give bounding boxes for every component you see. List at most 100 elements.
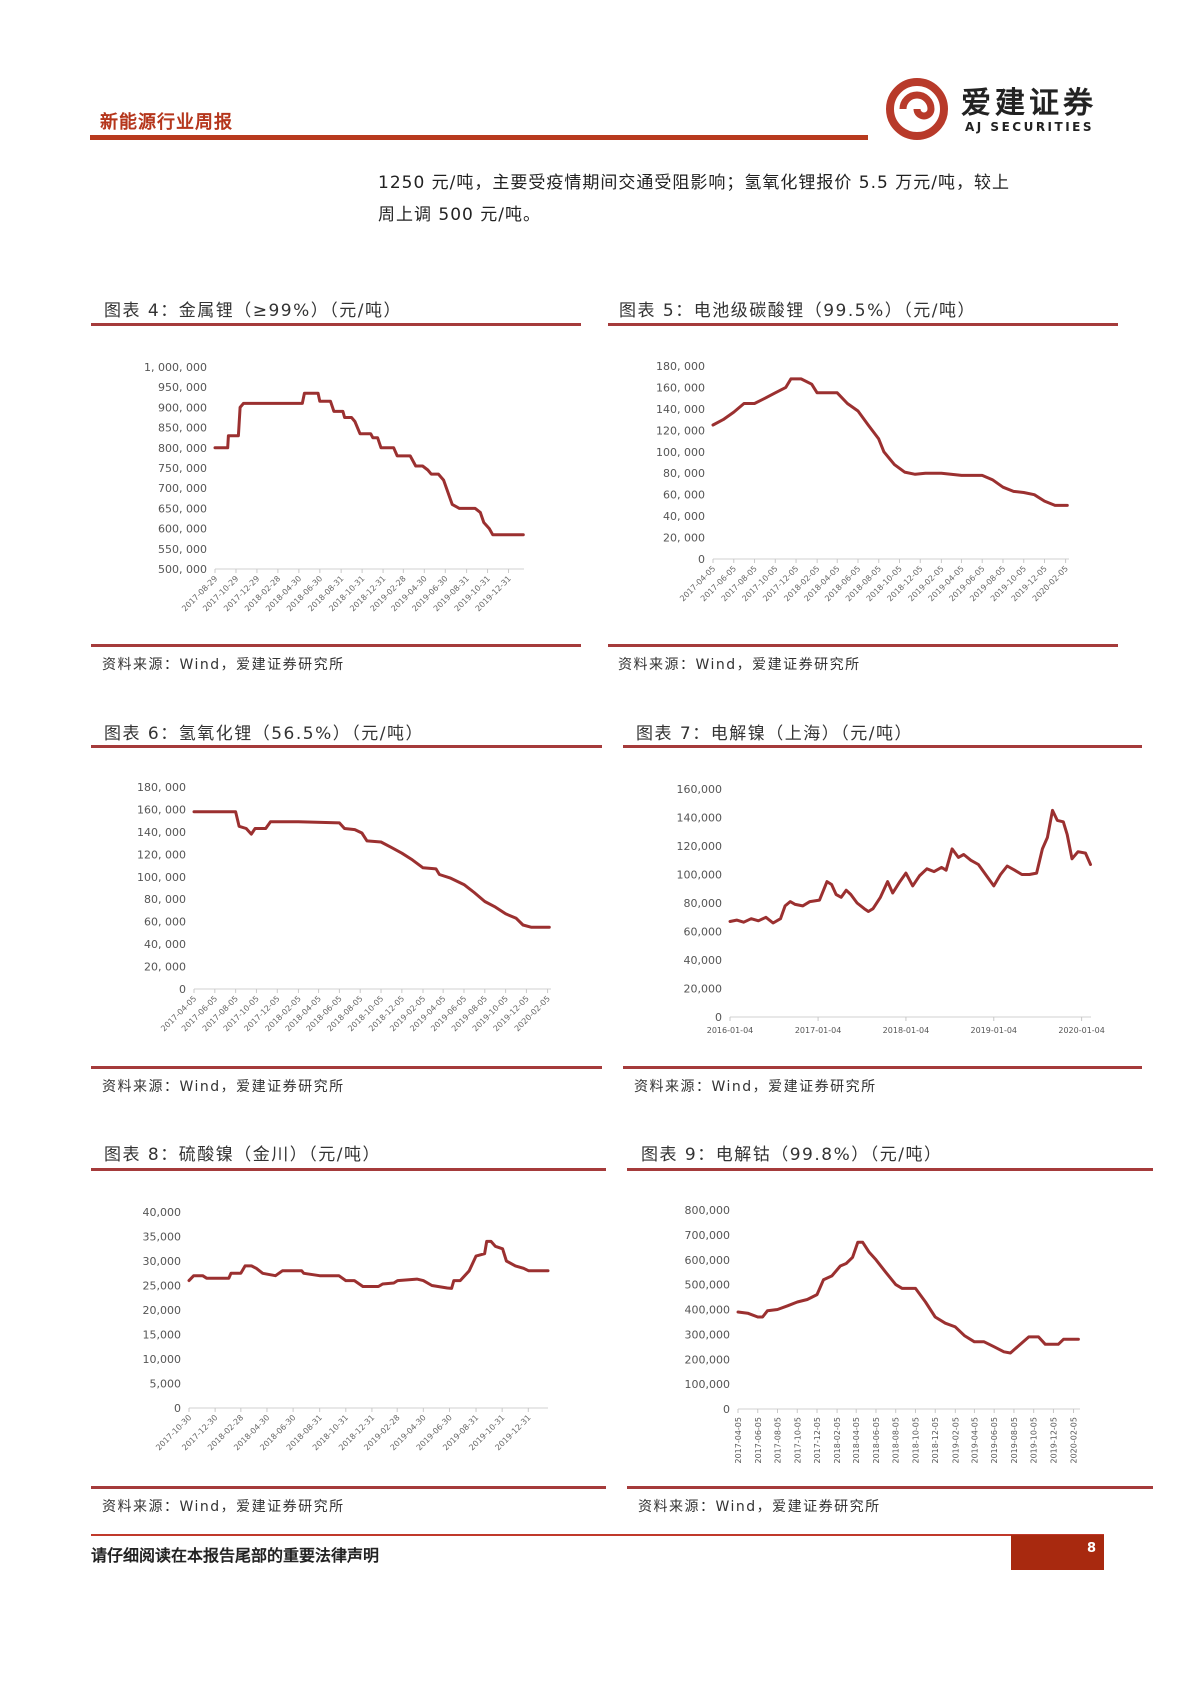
logo-name-en: AJ SECURITIES	[965, 120, 1095, 134]
chart-6-y-tick-label: 100, 000	[137, 871, 186, 884]
chart-8-y-tick-label: 15,000	[143, 1329, 182, 1342]
chart-6-y-tick-label: 40, 000	[144, 938, 186, 951]
chart-9-x-tick-label: 2018-10-05	[911, 1417, 920, 1464]
chart-7-y-tick-label: 0	[715, 1011, 722, 1024]
chart-4-y-tick-label: 650, 000	[158, 502, 207, 515]
chart-5-y-tick-label: 160, 000	[656, 381, 705, 394]
chart-5-title: 图表 5：电池级碳酸锂（99.5%）（元/吨）	[619, 301, 976, 321]
chart-6-y-tick-label: 120, 000	[137, 848, 186, 861]
chart-6-price-line	[192, 810, 551, 929]
chart-7-source: 资料来源：Wind，爱建证券研究所	[634, 1079, 877, 1095]
chart-9-x-tick-label: 2017-06-05	[754, 1417, 763, 1464]
chart-9-bottom-rule	[627, 1486, 1153, 1489]
chart-5-y-tick-label: 40, 000	[663, 510, 705, 523]
chart-8-price-line	[187, 1239, 550, 1290]
chart-9-y-tick-label: 100,000	[685, 1378, 731, 1391]
page-number: 8	[1086, 1541, 1096, 1556]
chart-4-y-tick-label: 850, 000	[158, 422, 207, 435]
chart-5-y-tick-label: 120, 000	[656, 424, 705, 437]
chart-4-y-tick-label: 600, 000	[158, 523, 207, 536]
page-number-box: 8	[1011, 1535, 1104, 1570]
chart-8-title: 图表 8：硫酸镍（金川）（元/吨）	[104, 1145, 381, 1165]
chart-6-source: 资料来源：Wind，爱建证券研究所	[102, 1079, 345, 1095]
chart-7-x-tick-label: 2019-01-04	[971, 1026, 1018, 1035]
chart-4-bottom-rule	[91, 644, 581, 647]
chart-8-y-tick-label: 0	[174, 1402, 181, 1415]
chart-5-price-line	[711, 377, 1069, 507]
chart-4-y-tick-label: 800, 000	[158, 442, 207, 455]
chart-8-bottom-rule	[91, 1486, 606, 1489]
chart-9-y-tick-label: 500,000	[685, 1279, 731, 1292]
chart-7-y-tick-label: 160,000	[677, 783, 723, 796]
chart-9-x-tick-label: 2019-08-05	[1010, 1417, 1019, 1464]
company-logo: 爱建证券 AJ SECURITIES	[883, 78, 1113, 140]
chart-9-y-tick-label: 0	[723, 1403, 730, 1416]
chart-7-x-tick-label: 2016-01-04	[707, 1026, 754, 1035]
chart-8-source: 资料来源：Wind，爱建证券研究所	[102, 1499, 345, 1515]
chart-8-y-tick-label: 40,000	[143, 1206, 182, 1219]
chart-9-x-tick-label: 2019-12-05	[1049, 1417, 1058, 1464]
chart-6-title: 图表 6：氢氧化锂（56.5%）（元/吨）	[104, 724, 424, 744]
chart-4-title: 图表 4：金属锂（≥99%）（元/吨）	[104, 301, 402, 321]
chart-9-source: 资料来源：Wind，爱建证券研究所	[638, 1499, 881, 1515]
chart-9-title: 图表 9：电解钴（99.8%）（元/吨）	[641, 1145, 943, 1165]
chart-5-y-tick-label: 60, 000	[663, 489, 705, 502]
chart-9-y-tick-label: 200,000	[685, 1353, 731, 1366]
chart-8-y-tick-label: 30,000	[143, 1255, 182, 1268]
chart-7-title: 图表 7：电解镍（上海）（元/吨）	[636, 724, 913, 744]
chart-9-x-tick-label: 2018-12-05	[931, 1417, 940, 1464]
chart-4-top-rule	[91, 323, 581, 326]
chart-9-x-tick-label: 2017-12-05	[813, 1417, 822, 1464]
chart-7-bottom-rule	[623, 1066, 1142, 1069]
chart-6-top-rule	[91, 745, 602, 748]
chart-9-y-tick-label: 300,000	[685, 1328, 731, 1341]
chart-7-y-tick-label: 80,000	[684, 897, 723, 910]
chart-4-y-tick-label: 950, 000	[158, 381, 207, 394]
chart-7-y-tick-label: 120,000	[677, 840, 723, 853]
footer-divider	[91, 1534, 1104, 1536]
logo-swirl-icon	[886, 78, 948, 140]
chart-5-bottom-rule	[608, 644, 1118, 647]
chart-9-y-tick-label: 600,000	[685, 1254, 731, 1267]
legal-disclaimer: 请仔细阅读在本报告尾部的重要法律声明	[91, 1546, 380, 1565]
chart-8-y-tick-label: 5,000	[150, 1378, 182, 1391]
chart-6-bottom-rule	[91, 1066, 602, 1069]
chart-4-y-tick-label: 750, 000	[158, 462, 207, 475]
chart-6-y-tick-label: 140, 000	[137, 826, 186, 839]
header-divider	[90, 135, 868, 140]
chart-9-y-tick-label: 700,000	[685, 1229, 731, 1242]
chart-8-y-tick-label: 10,000	[143, 1353, 182, 1366]
chart-9-y-tick-label: 400,000	[685, 1304, 731, 1317]
chart-4-y-tick-label: 900, 000	[158, 401, 207, 414]
chart-5-y-tick-label: 100, 000	[656, 446, 705, 459]
chart-9-x-tick-label: 2019-10-05	[1030, 1417, 1039, 1464]
chart-6-y-tick-label: 160, 000	[137, 803, 186, 816]
chart-4-y-tick-label: 1, 000, 000	[144, 361, 207, 374]
chart-6-y-tick-label: 80, 000	[144, 893, 186, 906]
chart-7-y-tick-label: 100,000	[677, 869, 723, 882]
chart-9-x-tick-label: 2017-10-05	[793, 1417, 802, 1464]
chart-9-x-tick-label: 2017-04-05	[734, 1417, 743, 1464]
chart-5-top-rule	[608, 323, 1118, 326]
chart-9-x-tick-label: 2019-02-05	[951, 1417, 960, 1464]
chart-7-y-tick-label: 20,000	[684, 983, 723, 996]
chart-4-price-line	[213, 391, 525, 537]
chart-7-y-tick-label: 40,000	[684, 954, 723, 967]
chart-7-x-tick-label: 2020-01-04	[1058, 1026, 1105, 1035]
chart-9-x-tick-label: 2019-06-05	[990, 1417, 999, 1464]
chart-4-y-tick-label: 700, 000	[158, 482, 207, 495]
chart-5-y-tick-label: 180, 000	[656, 360, 705, 373]
chart-6-y-tick-label: 20, 000	[144, 961, 186, 974]
chart-8-y-tick-label: 25,000	[143, 1280, 182, 1293]
logo-name-cn: 爱建证券	[961, 86, 1097, 121]
chart-9-x-tick-label: 2018-04-05	[852, 1417, 861, 1464]
report-title: 新能源行业周报	[100, 112, 233, 133]
chart-9-x-tick-label: 2019-04-05	[970, 1417, 979, 1464]
chart-5-y-tick-label: 80, 000	[663, 467, 705, 480]
chart-7-x-tick-label: 2017-01-04	[795, 1026, 842, 1035]
chart-8-y-tick-label: 35,000	[143, 1231, 182, 1244]
chart-5-source: 资料来源：Wind，爱建证券研究所	[618, 657, 861, 673]
chart-7-price-line	[728, 808, 1092, 925]
